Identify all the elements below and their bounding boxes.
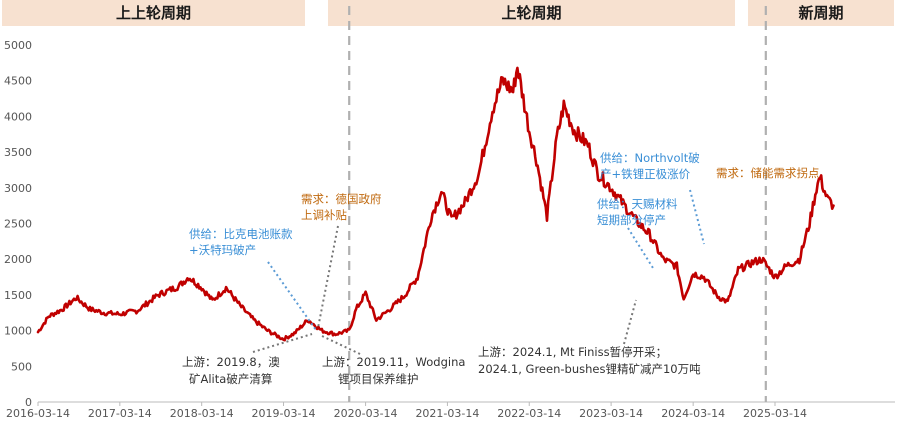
- annotation-ann2: 需求：德国政府 上调补贴: [301, 192, 385, 222]
- annotation-leaders: [252, 189, 705, 355]
- cycle-bands: 上上轮周期 上轮周期 新周期: [2, 0, 894, 26]
- x-tick-label: 2019-03-14: [252, 407, 316, 420]
- leader-ann7: [689, 189, 705, 245]
- annotations: 供给：比克电池账款 +沃特玛破产 需求：德国政府 上调补贴 上游：2019.8，…: [182, 151, 820, 386]
- x-tick-label: 2024-03-14: [661, 407, 725, 420]
- y-tick-label: 2000: [4, 253, 32, 266]
- x-tick-label: 2023-03-14: [579, 407, 643, 420]
- cycle-band-1: [328, 0, 735, 26]
- y-tick-label: 4500: [4, 75, 32, 88]
- leader-ann2: [317, 225, 339, 329]
- cycle-band-2: [748, 0, 894, 26]
- x-tick-label: 2025-03-14: [743, 407, 807, 420]
- y-tick-label: 500: [11, 360, 32, 373]
- annotation-ann5: 上游：2024.1, Mt Finiss暂停开采； 2024.1, Green-…: [478, 345, 701, 376]
- y-tick-label: 1000: [4, 325, 32, 338]
- x-tick-label: 2021-03-14: [415, 407, 479, 420]
- cycle-band-0: [2, 0, 305, 26]
- annotation-ann7: 供给：Northvolt破 产+铁锂正极涨价: [600, 151, 703, 181]
- annotation-ann8: 需求：储能需求拐点: [716, 166, 820, 180]
- y-tick-label: 5000: [4, 39, 32, 52]
- cycle-label-2: 新周期: [798, 4, 843, 22]
- y-tick-label: 1500: [4, 289, 32, 302]
- y-axis-ticks: 0 500 1000 1500 2000 2500 3000 3500 4000 4500 5000: [4, 39, 32, 409]
- leader-ann3: [252, 333, 313, 353]
- x-tick-label: 2020-03-14: [334, 407, 398, 420]
- annotation-ann3: 上游：2019.8，澳 矿Alita破产清算: [182, 355, 283, 386]
- leader-ann4: [321, 335, 361, 355]
- annotation-ann6: 供给：天赐材料 短期部分停产: [597, 197, 681, 227]
- x-tick-label: 2022-03-14: [497, 407, 561, 420]
- x-tick-label: 2018-03-14: [170, 407, 234, 420]
- cycle-label-1: 上轮周期: [501, 4, 561, 22]
- y-tick-label: 4000: [4, 110, 32, 123]
- annotation-ann4: 上游：2019.11，Wodgina 锂项目保养维护: [322, 355, 469, 386]
- y-tick-label: 3500: [4, 146, 32, 159]
- x-tick-label: 2016-03-14: [6, 407, 70, 420]
- y-tick-label: 2500: [4, 218, 32, 231]
- x-axis-ticks: 2016-03-14 2017-03-14 2018-03-14 2019-03-14…: [6, 402, 807, 420]
- series-line: [36, 66, 835, 342]
- leader-ann1: [267, 261, 317, 331]
- cycle-label-0: 上上轮周期: [116, 4, 191, 22]
- annotation-ann1: 供给：比克电池账款 +沃特玛破产: [189, 227, 296, 257]
- x-tick-label: 2017-03-14: [88, 407, 152, 420]
- y-tick-label: 3000: [4, 182, 32, 195]
- leader-ann5: [623, 299, 637, 345]
- y-tick-label: 0: [25, 396, 32, 409]
- cycle-dividers: [348, 6, 767, 402]
